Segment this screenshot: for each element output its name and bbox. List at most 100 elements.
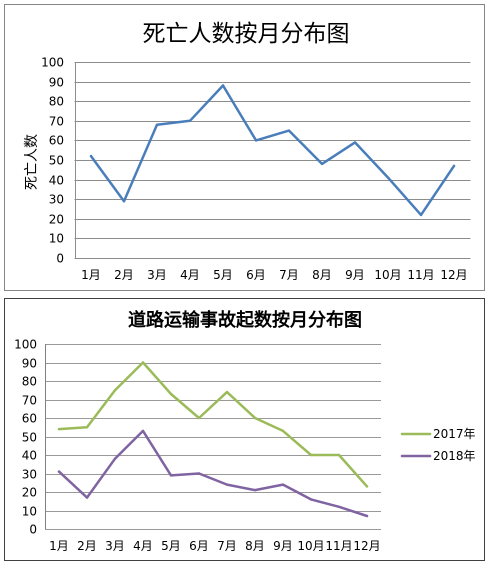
chart-accident-count: 道路运输事故起数按月分布图 0 10 20 30 40 50 60 70 80 90 100 1月 2月…: [4, 298, 485, 561]
x-tick-label: 1月: [49, 539, 69, 553]
data-point: [85, 426, 89, 429]
legend-label: 2018年: [433, 449, 476, 463]
data-point: [365, 485, 369, 488]
data-point: [197, 472, 201, 475]
legend-item-2018: 2018年: [400, 449, 476, 463]
x-tick-label: 5月: [213, 268, 233, 282]
data-point: [57, 470, 61, 473]
plot-area: 0 10 20 30 40 50 60 70 80 90 100 1月 2月 3月 4月 5月 6月 7月 8月 9月…: [14, 338, 381, 553]
chart-title: 死亡人数按月分布图: [143, 21, 350, 47]
data-point: [337, 505, 341, 508]
chart-frame: [4, 4, 485, 291]
x-tick-label: 11月: [407, 268, 434, 282]
data-point: [122, 200, 126, 203]
y-tick-label: 50: [22, 431, 37, 445]
y-tick-label: 0: [29, 523, 37, 537]
legend-item-2017: 2017年: [400, 427, 476, 441]
y-axis-title: 死亡人数: [24, 134, 40, 190]
data-point: [281, 483, 285, 486]
y-tick-label: 100: [14, 338, 37, 352]
x-tick-label: 12月: [353, 539, 380, 553]
x-tick-label: 7月: [217, 539, 237, 553]
data-point: [57, 427, 61, 431]
x-tick-label: 2月: [77, 539, 97, 553]
data-point: [309, 498, 313, 501]
y-tick-label: 100: [41, 56, 64, 70]
y-tick-label: 70: [22, 394, 37, 408]
x-tick-label: 10月: [297, 539, 324, 553]
x-tick-label: 1月: [81, 268, 101, 282]
y-tick-label: 20: [22, 486, 37, 500]
series-line-1: [57, 361, 369, 488]
data-point: [419, 213, 423, 217]
data-point: [337, 453, 341, 457]
x-tick-label: 11月: [325, 539, 352, 553]
data-point: [169, 474, 173, 477]
y-tick-label: 80: [22, 375, 37, 389]
data-point: [281, 429, 285, 433]
data-point: [365, 514, 369, 518]
x-tick-label: 2月: [114, 268, 134, 282]
data-point: [89, 154, 93, 158]
chart-frame: [4, 298, 485, 561]
data-point: [225, 390, 229, 394]
x-tick-label: 3月: [147, 268, 167, 282]
data-point: [155, 123, 159, 126]
y-tick-label: 40: [49, 174, 64, 188]
x-tick-label: 5月: [161, 539, 181, 553]
data-point: [254, 139, 258, 142]
x-tick-label: 10月: [374, 268, 401, 282]
y-tick-label: 30: [22, 468, 37, 482]
y-tick-label: 40: [22, 449, 37, 463]
y-tick-label: 50: [49, 154, 64, 168]
data-point: [287, 129, 291, 132]
x-tick-label: 9月: [345, 268, 365, 282]
data-point: [141, 361, 145, 364]
x-tick-label: 8月: [312, 268, 332, 282]
x-tick-label: 3月: [105, 539, 125, 553]
y-tick-label: 90: [22, 357, 37, 371]
data-point: [188, 119, 192, 123]
data-point: [253, 488, 257, 492]
x-tick-label: 7月: [279, 268, 299, 282]
plot-area: 0 10 20 30 40 50 60 70 80 90 100 1月 2月 3月 4月 5月 6月 7月 8月 9月…: [41, 56, 471, 282]
x-tick-label: 6月: [189, 539, 209, 553]
x-tick-label: 9月: [273, 539, 293, 553]
y-tick-label: 10: [49, 232, 64, 246]
legend-label: 2017年: [433, 427, 476, 441]
data-point: [169, 392, 173, 396]
data-point: [197, 416, 201, 420]
data-point: [253, 416, 257, 420]
y-tick-label: 70: [49, 115, 64, 129]
series-line-1: [89, 84, 456, 217]
series-line-2: [57, 429, 369, 518]
data-point: [113, 389, 117, 392]
legend: 2017年 2018年: [400, 427, 476, 463]
y-tick-label: 30: [49, 193, 64, 207]
chart-title: 道路运输事故起数按月分布图: [128, 309, 362, 331]
data-point: [452, 164, 456, 168]
x-tick-label: 8月: [245, 539, 265, 553]
data-point: [353, 141, 357, 144]
data-point: [85, 496, 89, 499]
y-tick-label: 60: [22, 412, 37, 426]
data-point: [320, 162, 324, 166]
data-point: [113, 457, 117, 460]
x-tick-label: 6月: [246, 268, 266, 282]
chart-death-count: 死亡人数按月分布图 死亡人数 0 10 20 30 40 50 60 70 80 90 100 1月 2…: [4, 4, 485, 291]
data-point: [221, 84, 225, 87]
y-tick-label: 20: [49, 213, 64, 227]
data-point: [309, 453, 313, 457]
y-tick-label: 80: [49, 95, 64, 109]
y-tick-label: 0: [56, 252, 64, 266]
data-point: [225, 483, 229, 486]
y-tick-label: 60: [49, 134, 64, 148]
y-tick-label: 10: [22, 505, 37, 519]
x-tick-label: 4月: [180, 268, 200, 282]
data-point: [141, 429, 145, 433]
x-tick-label: 12月: [440, 268, 467, 282]
y-tick-label: 90: [49, 76, 64, 90]
data-point: [386, 176, 390, 179]
x-tick-label: 4月: [133, 539, 153, 553]
